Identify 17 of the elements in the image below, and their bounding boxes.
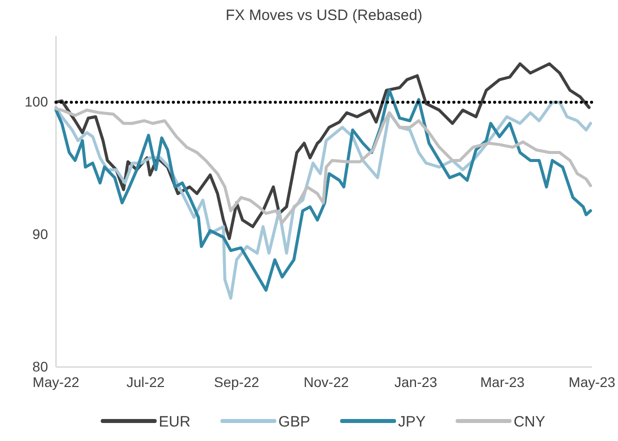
y-tick-label: 80 xyxy=(32,358,48,374)
x-tick-label: Jul-22 xyxy=(126,374,165,390)
y-tick-label: 90 xyxy=(32,226,48,242)
legend-label: EUR xyxy=(158,413,191,430)
x-tick-label: Jan-23 xyxy=(394,374,438,390)
x-tick-label: May-23 xyxy=(568,374,616,390)
line-series xyxy=(54,62,591,240)
x-tick-label: Nov-22 xyxy=(304,374,349,390)
chart-title: FX Moves vs USD (Rebased) xyxy=(226,7,422,24)
y-tick-label: 100 xyxy=(24,94,48,110)
line-series xyxy=(54,107,592,224)
legend-label: JPY xyxy=(398,413,426,430)
x-tick-label: Mar-23 xyxy=(480,374,525,390)
x-tick-label: May-22 xyxy=(32,374,80,390)
legend-label: CNY xyxy=(514,413,546,430)
legend-label: GBP xyxy=(278,413,310,430)
x-tick-label: Sep-22 xyxy=(214,374,260,390)
